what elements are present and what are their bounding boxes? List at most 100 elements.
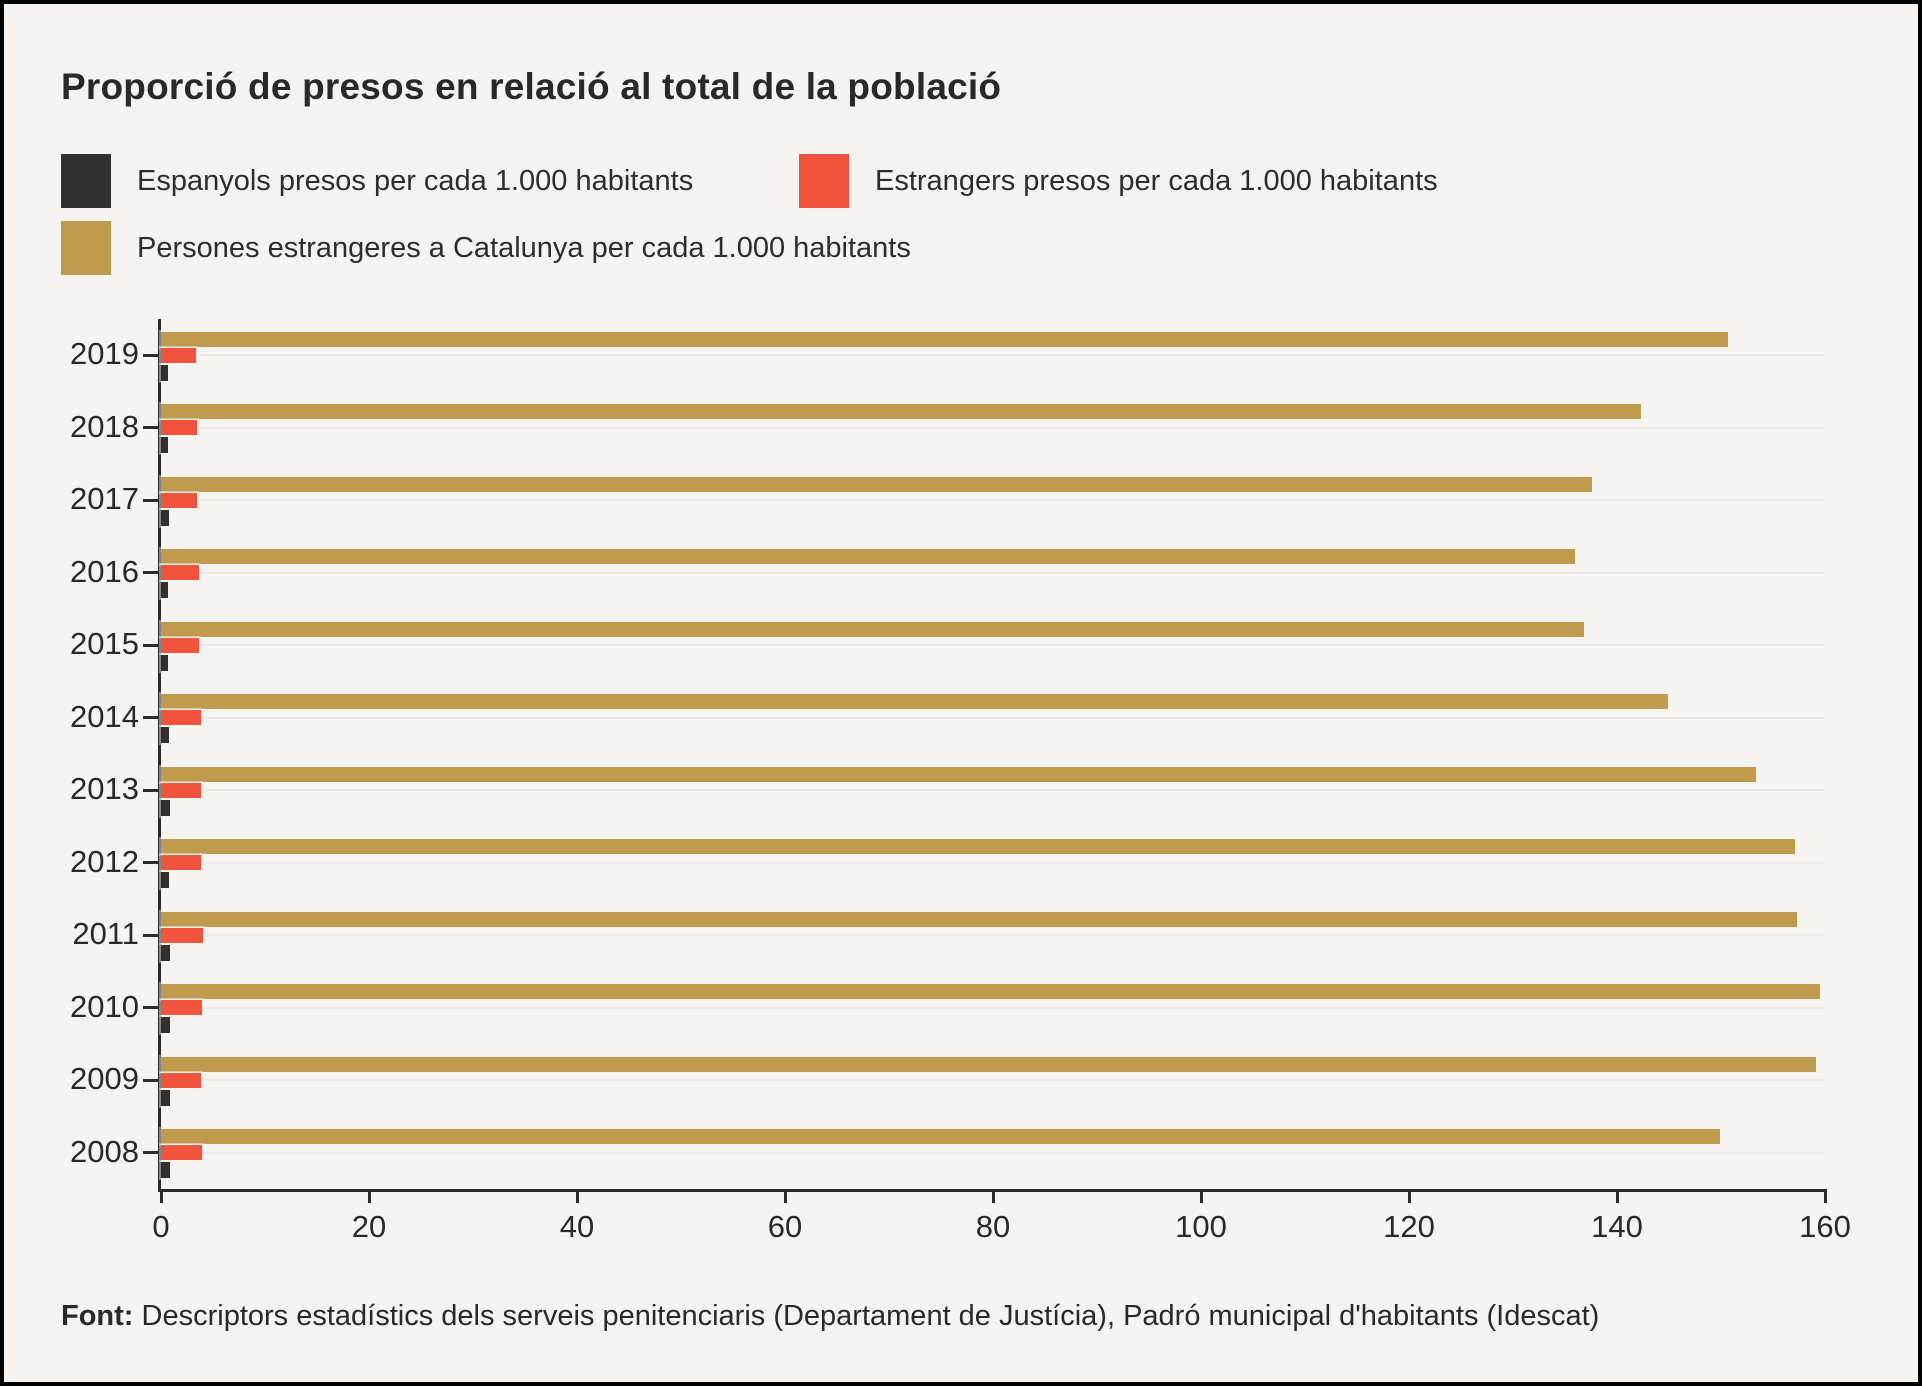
legend-label-estrangers: Estrangers presos per cada 1.000 habitan… — [875, 164, 1438, 197]
chart-row-2013: 2013 — [70, 754, 1825, 827]
bar-espanyols-2019 — [161, 364, 169, 381]
bar-espanyols-2018 — [161, 437, 169, 454]
y-axis-label-2010: 2010 — [70, 988, 139, 1024]
gridline-2015 — [161, 644, 1825, 647]
bar-estrangers-2008 — [161, 1145, 202, 1161]
bar-espanyols-2013 — [161, 799, 170, 816]
x-axis-label-60: 60 — [767, 1209, 803, 1244]
chart-row-2014: 2014 — [70, 682, 1825, 755]
plot-area: 2019 2018 2017 2016 2015 2014 2013 2012 2011 2010… — [70, 319, 1851, 1244]
x-axis-tick-80 — [991, 1189, 995, 1203]
bar-estrangers-2019 — [161, 347, 197, 363]
legend-swatch-estrangers — [799, 154, 849, 208]
bar-estrangers-2017 — [161, 492, 198, 508]
x-axis-label-40: 40 — [559, 1209, 595, 1244]
x-axis-tick-140 — [1615, 1189, 1619, 1203]
y-axis-label-2014: 2014 — [70, 698, 139, 734]
bar-persones-2013 — [161, 766, 1757, 782]
y-axis-label-2017: 2017 — [70, 481, 139, 517]
chart-row-2011: 2011 — [72, 899, 1825, 972]
bar-estrangers-2018 — [161, 420, 198, 436]
y-axis-label-2008: 2008 — [70, 1133, 139, 1169]
legend-label-persones: Persones estrangeres a Catalunya per cad… — [137, 231, 911, 264]
bar-persones-2010 — [161, 984, 1820, 1000]
bar-espanyols-2012 — [161, 872, 170, 889]
legend-item-estrangers: Estrangers presos per cada 1.000 habitan… — [799, 153, 1438, 209]
chart-row-2010: 2010 — [70, 972, 1825, 1045]
bar-estrangers-2011 — [161, 927, 203, 943]
legend-item-espanyols: Espanyols presos per cada 1.000 habitant… — [61, 153, 693, 209]
legend-swatch-espanyols — [61, 154, 111, 208]
bar-espanyols-2014 — [161, 727, 170, 744]
bar-estrangers-2013 — [161, 782, 201, 798]
x-axis-tick-40 — [575, 1189, 579, 1203]
chart-row-2019: 2019 — [70, 319, 1825, 392]
y-axis-tick-2016 — [143, 571, 158, 575]
chart-row-2015: 2015 — [70, 609, 1825, 682]
gridline-2017 — [161, 499, 1825, 502]
source-label: Font: — [61, 1300, 134, 1332]
y-axis-tick-2011 — [143, 933, 158, 937]
x-axis-tick-0 — [159, 1189, 163, 1203]
y-axis-label-2013: 2013 — [70, 771, 139, 807]
y-axis-label-2012: 2012 — [70, 843, 139, 879]
x-axis-label-120: 120 — [1383, 1209, 1435, 1244]
bar-espanyols-2010 — [161, 1017, 171, 1034]
y-axis-tick-2013 — [143, 788, 158, 792]
legend-swatch-persones — [61, 221, 111, 275]
bar-espanyols-2009 — [161, 1089, 171, 1106]
bar-espanyols-2011 — [161, 944, 171, 961]
bar-persones-2011 — [161, 911, 1797, 927]
y-axis-label-2018: 2018 — [70, 408, 139, 444]
y-axis-tick-2010 — [143, 1006, 158, 1010]
bar-persones-2008 — [161, 1129, 1720, 1145]
bar-estrangers-2016 — [161, 565, 200, 581]
source-text: Descriptors estadístics dels serveis pen… — [133, 1300, 1600, 1332]
y-axis-tick-2012 — [143, 861, 158, 865]
y-axis-label-2015: 2015 — [70, 626, 139, 662]
x-axis-tick-100 — [1199, 1189, 1203, 1203]
source-note: Font: Descriptors estadístics dels serve… — [61, 1300, 1599, 1333]
y-axis-tick-2009 — [143, 1078, 158, 1082]
y-axis-label-2011: 2011 — [72, 916, 139, 952]
bar-persones-2017 — [161, 476, 1593, 492]
bar-estrangers-2009 — [161, 1072, 201, 1088]
gridline-2008 — [161, 1151, 1825, 1154]
bar-espanyols-2016 — [161, 582, 169, 599]
x-axis-tick-120 — [1407, 1189, 1411, 1203]
bar-espanyols-2015 — [161, 654, 169, 671]
bar-persones-2014 — [161, 694, 1668, 710]
x-axis-label-160: 160 — [1799, 1209, 1851, 1244]
gridline-2009 — [161, 1079, 1825, 1082]
chart-row-2009: 2009 — [70, 1044, 1825, 1117]
x-axis-label-100: 100 — [1175, 1209, 1227, 1244]
bar-persones-2012 — [161, 839, 1795, 855]
gridline-2012 — [161, 861, 1825, 864]
legend-item-persones: Persones estrangeres a Catalunya per cad… — [61, 220, 911, 276]
chart-row-2016: 2016 — [70, 537, 1825, 610]
x-axis-tick-160 — [1823, 1189, 1827, 1203]
legend-label-espanyols: Espanyols presos per cada 1.000 habitant… — [137, 164, 694, 197]
x-axis-tick-60 — [783, 1189, 787, 1203]
x-axis-label-20: 20 — [351, 1209, 387, 1244]
bar-persones-2015 — [161, 621, 1584, 637]
bar-estrangers-2012 — [161, 855, 201, 871]
bar-espanyols-2008 — [161, 1162, 171, 1179]
gridline-2018 — [161, 426, 1825, 429]
gridline-2011 — [161, 934, 1825, 937]
bar-persones-2019 — [161, 331, 1729, 347]
bar-espanyols-2017 — [161, 509, 169, 526]
y-axis-tick-2015 — [143, 643, 158, 647]
chart-row-2017: 2017 — [70, 464, 1825, 537]
chart-title: Proporció de presos en relació al total … — [61, 66, 1002, 107]
x-axis-label-140: 140 — [1591, 1209, 1643, 1244]
gridline-2019 — [161, 354, 1825, 357]
x-axis-label-0: 0 — [152, 1209, 170, 1244]
chart-row-2012: 2012 — [70, 827, 1825, 900]
bar-estrangers-2010 — [161, 1000, 202, 1016]
y-axis-label-2019: 2019 — [70, 336, 139, 372]
bar-persones-2016 — [161, 549, 1576, 565]
gridline-2010 — [161, 1006, 1825, 1009]
x-axis-label-80: 80 — [975, 1209, 1011, 1244]
